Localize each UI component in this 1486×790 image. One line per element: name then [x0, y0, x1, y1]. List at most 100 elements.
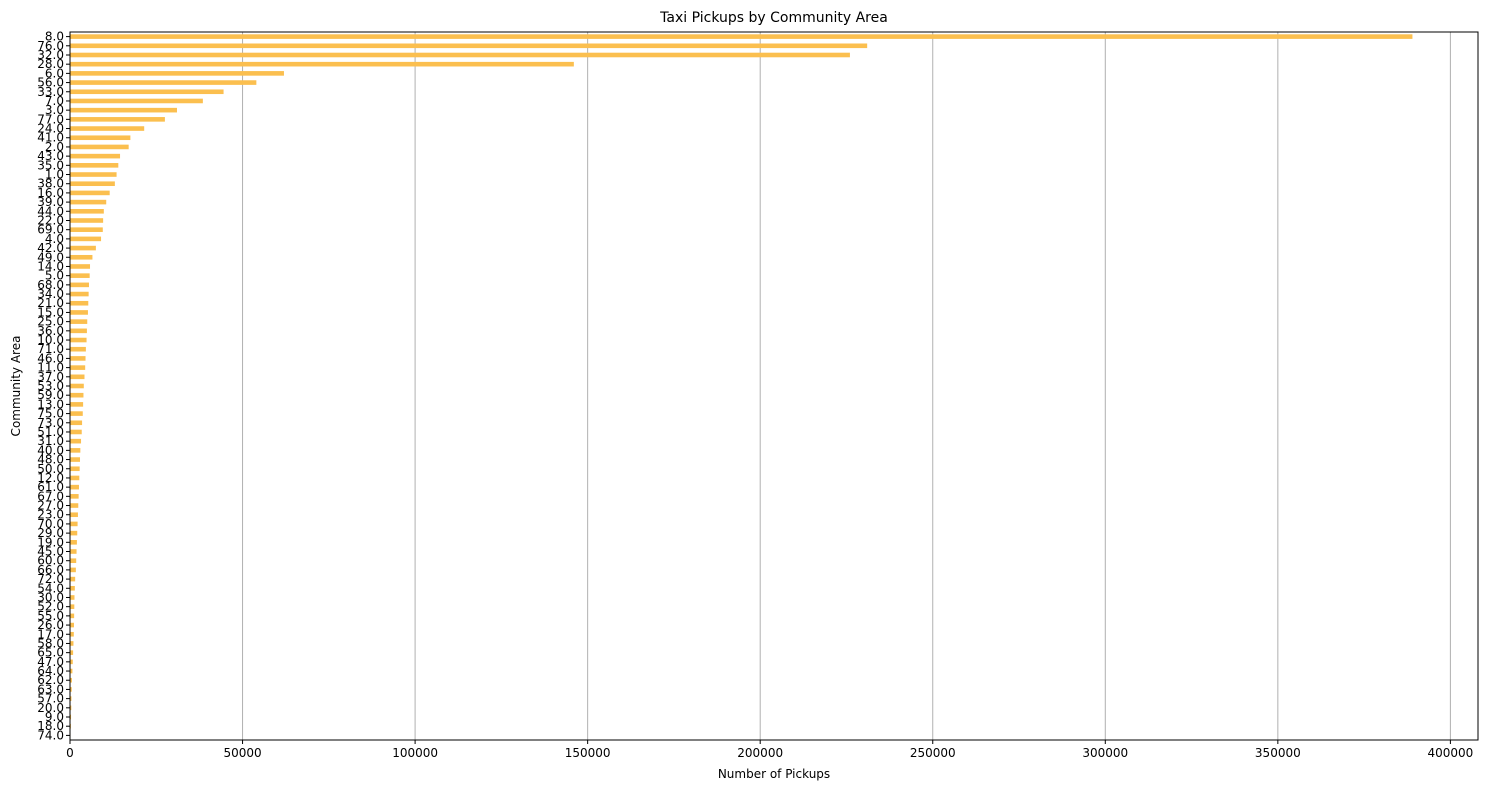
y-tick-label: 27.0	[37, 499, 64, 513]
bar-69.0	[70, 227, 103, 232]
y-tick-label: 39.0	[37, 195, 64, 209]
bar-54.0	[70, 585, 75, 591]
y-tick-label: 5.0	[45, 269, 64, 283]
bar-25.0	[70, 319, 88, 324]
bar-45.0	[70, 549, 77, 554]
y-tick-label: 59.0	[37, 388, 64, 402]
y-tick-label: 6.0	[45, 66, 64, 80]
y-tick-label: 53.0	[37, 379, 64, 393]
bar-31.0	[70, 438, 82, 444]
y-tick-label: 61.0	[37, 480, 64, 494]
bar-22.0	[70, 218, 104, 223]
y-tick-label: 41.0	[37, 131, 64, 145]
bar-60.0	[70, 558, 77, 563]
x-tick-label: 250000	[910, 746, 956, 760]
bar-14.0	[70, 264, 91, 269]
y-tick-label: 76.0	[37, 39, 64, 53]
y-tick-label: 21.0	[37, 296, 64, 310]
bar-2.0	[70, 144, 129, 150]
y-tick-label: 69.0	[37, 223, 64, 237]
chart-title: Taxi Pickups by Community Area	[659, 10, 888, 26]
bar-17.0	[70, 631, 74, 637]
y-tick-label: 70.0	[37, 517, 64, 531]
y-tick-label: 33.0	[37, 85, 64, 99]
bar-64.0	[70, 668, 73, 674]
y-tick-label: 23.0	[37, 508, 64, 522]
y-tick-label: 77.0	[37, 112, 64, 126]
y-tick-label: 1.0	[45, 168, 64, 182]
bar-24.0	[70, 126, 145, 131]
y-tick-label: 66.0	[37, 563, 64, 577]
bar-57.0	[70, 696, 72, 701]
y-tick-label: 7.0	[45, 94, 64, 108]
bar-48.0	[70, 457, 81, 462]
bar-53.0	[70, 383, 84, 389]
y-tick-label: 2.0	[45, 140, 64, 154]
x-tick-label: 350000	[1255, 746, 1301, 760]
bar-43.0	[70, 153, 121, 159]
y-tick-label: 25.0	[37, 315, 64, 329]
y-axis-ticks: 8.076.032.028.06.056.033.07.03.077.024.0…	[37, 30, 70, 742]
y-tick-label: 3.0	[45, 103, 64, 117]
y-axis-title: Community Area	[9, 336, 23, 437]
y-tick-label: 49.0	[37, 250, 64, 264]
bar-40.0	[70, 448, 81, 453]
y-tick-label: 35.0	[37, 158, 64, 172]
bar-70.0	[70, 521, 78, 527]
bar-46.0	[70, 356, 86, 361]
bar-59.0	[70, 392, 84, 398]
x-tick-label: 400000	[1427, 746, 1473, 760]
bar-6.0	[70, 71, 284, 76]
y-tick-label: 9.0	[45, 710, 64, 724]
y-tick-label: 62.0	[37, 673, 64, 687]
bar-47.0	[70, 659, 73, 665]
bar-19.0	[70, 540, 77, 545]
x-tick-label: 50000	[223, 746, 261, 760]
bar-21.0	[70, 300, 89, 306]
y-tick-label: 58.0	[37, 636, 64, 650]
bar-42.0	[70, 245, 96, 251]
y-tick-label: 75.0	[37, 407, 64, 421]
bar-28.0	[70, 61, 574, 67]
bar-20.0	[70, 705, 72, 711]
bar-77.0	[70, 117, 165, 122]
bar-39.0	[70, 199, 107, 205]
bar-56.0	[70, 80, 257, 85]
bar-3.0	[70, 107, 177, 113]
y-tick-label: 52.0	[37, 600, 64, 614]
bar-7.0	[70, 98, 203, 104]
bar-62.0	[70, 677, 72, 683]
y-tick-label: 45.0	[37, 545, 64, 559]
x-tick-label: 200000	[737, 746, 783, 760]
y-tick-label: 32.0	[37, 48, 64, 62]
y-tick-label: 29.0	[37, 526, 64, 540]
bar-34.0	[70, 291, 89, 297]
y-tick-label: 57.0	[37, 692, 64, 706]
y-tick-label: 19.0	[37, 535, 64, 549]
bar-50.0	[70, 466, 80, 472]
x-tick-label: 150000	[565, 746, 611, 760]
y-tick-label: 10.0	[37, 333, 64, 347]
y-tick-label: 16.0	[37, 186, 64, 200]
y-tick-label: 15.0	[37, 305, 64, 319]
y-tick-label: 31.0	[37, 434, 64, 448]
y-tick-label: 60.0	[37, 554, 64, 568]
y-tick-label: 12.0	[37, 471, 64, 485]
y-tick-label: 74.0	[37, 728, 64, 742]
bar-9.0	[70, 714, 72, 720]
bar-15.0	[70, 310, 88, 315]
bar-51.0	[70, 429, 82, 435]
bar-76.0	[70, 43, 868, 49]
y-tick-label: 47.0	[37, 655, 64, 669]
bar-71.0	[70, 346, 86, 352]
bar-5.0	[70, 273, 90, 278]
y-tick-label: 38.0	[37, 177, 64, 191]
bar-4.0	[70, 236, 102, 242]
y-tick-label: 34.0	[37, 287, 64, 301]
bar-37.0	[70, 374, 85, 380]
y-tick-label: 54.0	[37, 581, 64, 595]
y-tick-label: 55.0	[37, 609, 64, 623]
y-tick-label: 22.0	[37, 213, 64, 227]
